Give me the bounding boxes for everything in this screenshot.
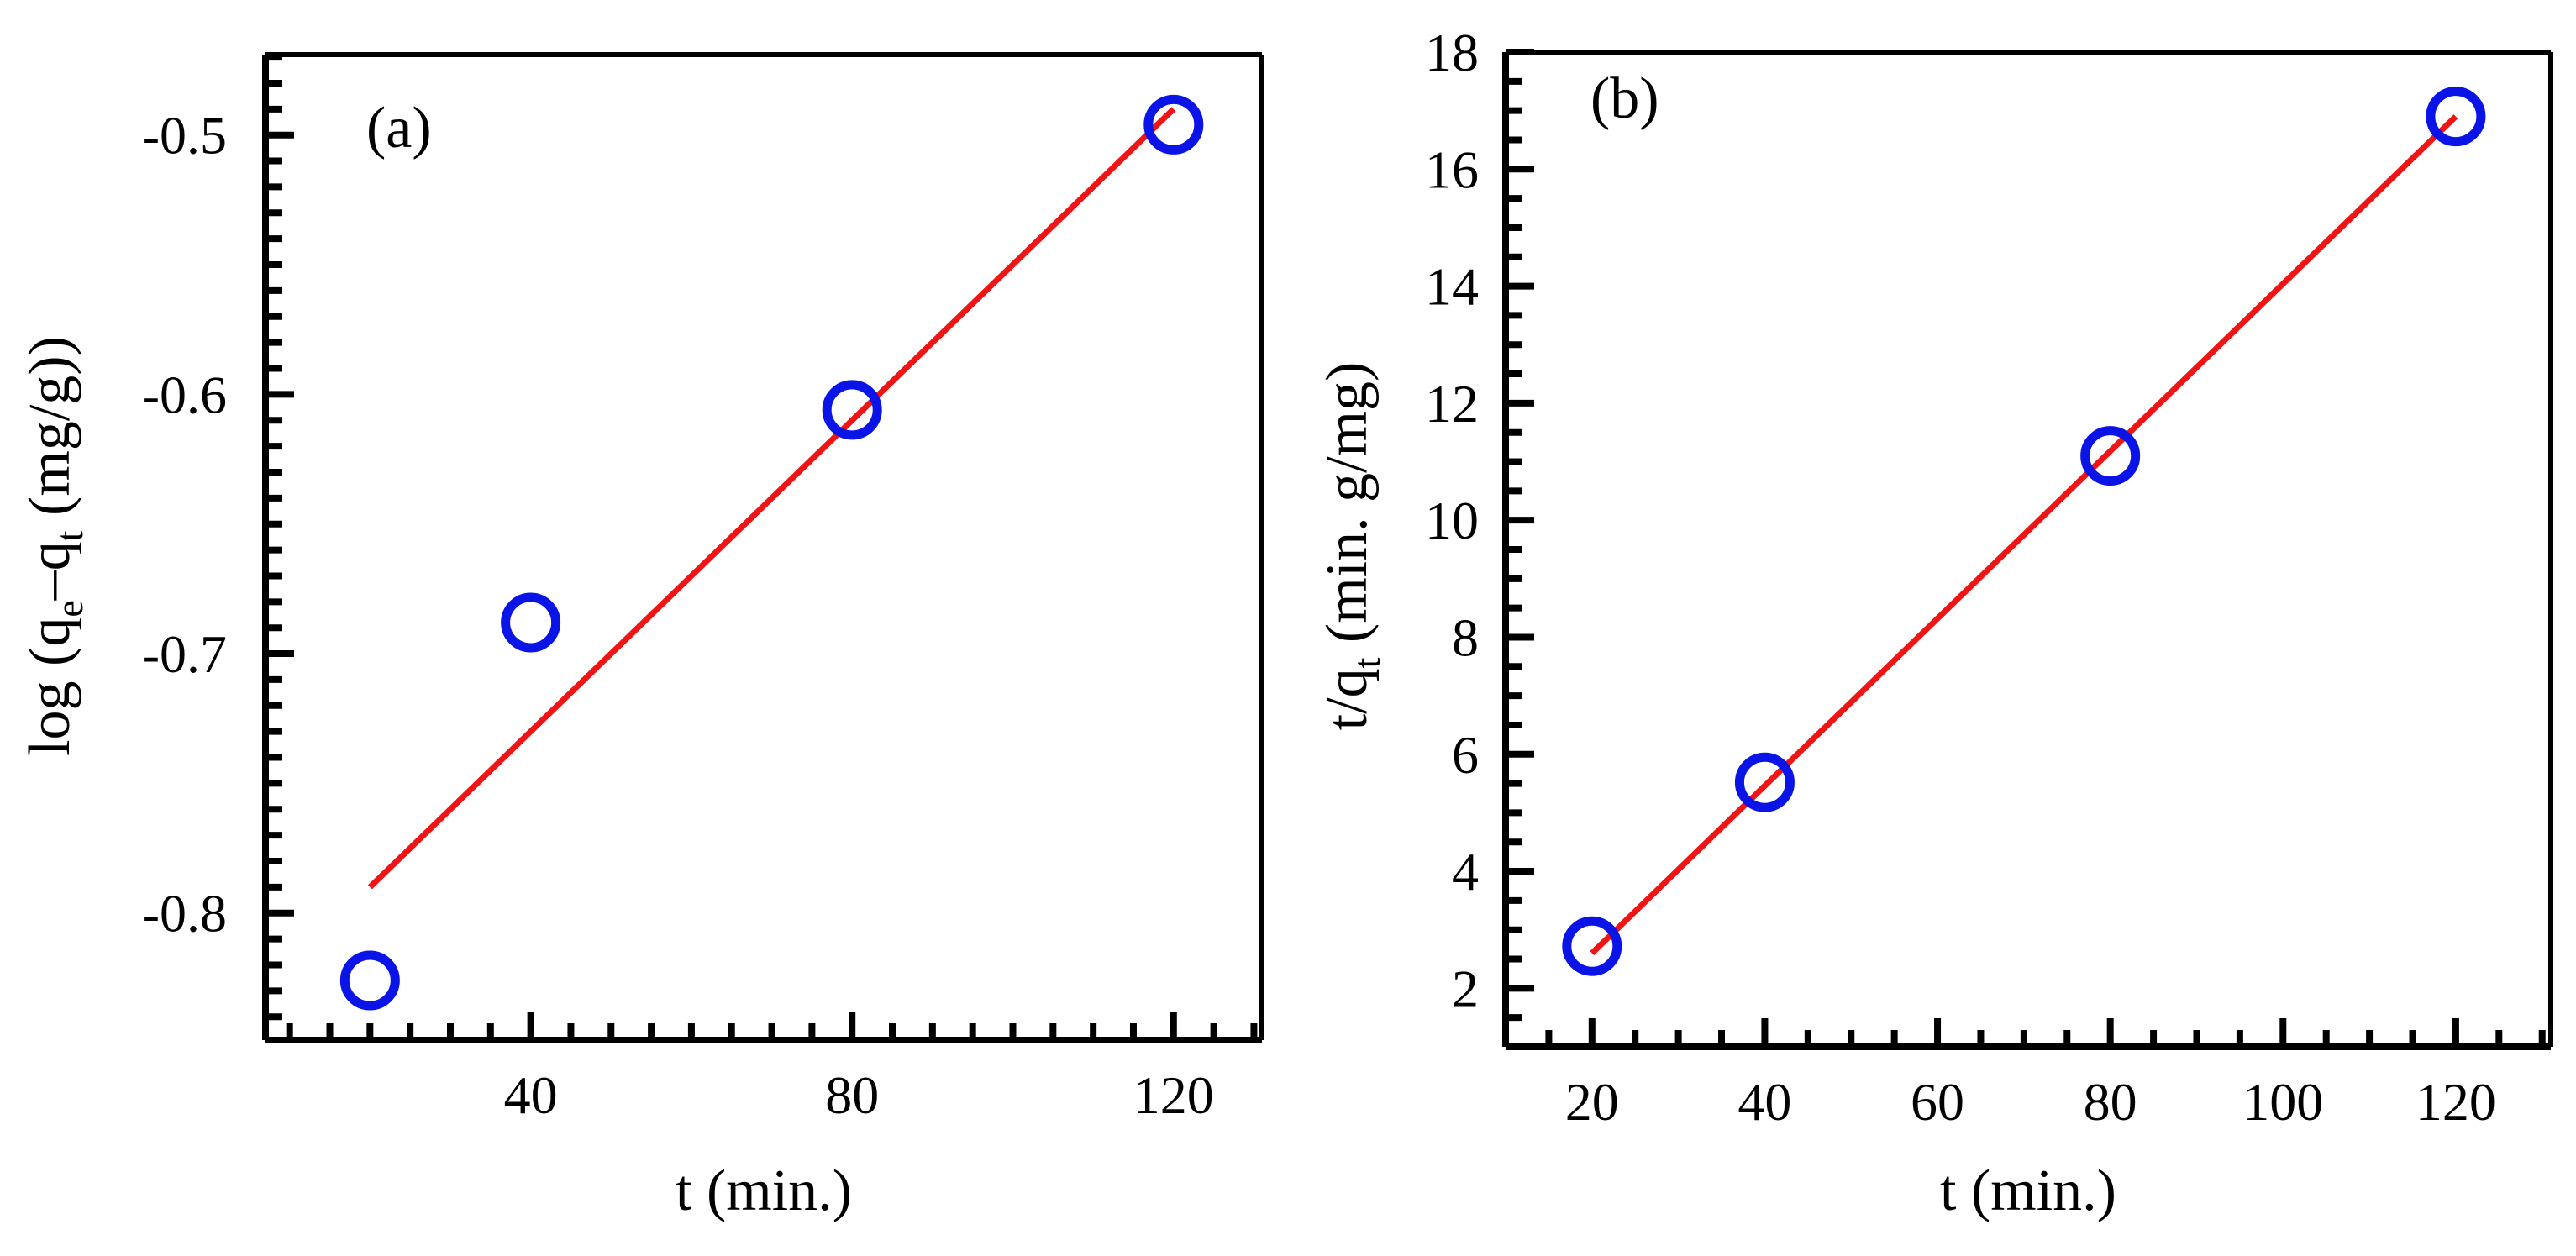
data-point [822, 380, 882, 440]
x-tick-label: 40 [504, 1065, 558, 1125]
y-tick-label: -0.5 [142, 106, 227, 166]
y-tick-label: 14 [1425, 257, 1479, 317]
chart-panel-a: 40 80 120 -0.5 -0.6 -0.7 -0.8 t (min.) log (qe–q… [18, 52, 1264, 1223]
y-tick-label: 10 [1425, 491, 1479, 550]
y-tick-label: 8 [1452, 607, 1479, 667]
y-axis-label-part: (mg/g)) [18, 336, 82, 530]
y-tick-label: -0.7 [142, 624, 227, 684]
data-point [501, 592, 561, 653]
y-tick-label: 6 [1452, 725, 1479, 785]
y-axis-label-part: t/q [1315, 668, 1380, 730]
y-axis-label: log (qe–qt (mg/g)) [18, 336, 91, 756]
y-axis-label-part: (min. g/mg) [1315, 362, 1380, 658]
y-tick-label: 18 [1425, 23, 1479, 82]
fit-line [367, 107, 1176, 890]
x-tick-label: 80 [825, 1065, 879, 1125]
x-tick-label: 100 [2242, 1072, 2323, 1132]
y-axis-label-subscript: t [48, 530, 91, 541]
x-tick-label: 120 [1133, 1065, 1214, 1125]
x-tick-label: 40 [1737, 1072, 1791, 1132]
y-tick-label: -0.8 [142, 884, 227, 943]
y-axis-label-subscript: t [1345, 657, 1388, 668]
data-point [1143, 94, 1204, 155]
y-tick-label: 4 [1452, 842, 1479, 901]
data-point [1734, 752, 1795, 812]
y-axis-label-part: log (q [18, 617, 82, 756]
fit-line [1590, 114, 2458, 956]
x-tick-label: 20 [1565, 1072, 1619, 1132]
y-tick-label: -0.6 [142, 365, 227, 424]
x-tick-label: 80 [2084, 1072, 2137, 1132]
y-axis-label-part: –q [18, 541, 82, 601]
x-axis-label: t (min.) [1940, 1159, 2116, 1223]
x-tick-label: 60 [1911, 1072, 1964, 1132]
y-axis-label: t/qt (min. g/mg) [1315, 362, 1388, 731]
data-point [339, 950, 400, 1011]
y-tick-label: 16 [1425, 139, 1479, 199]
y-tick-label: 12 [1425, 374, 1479, 434]
data-point [2426, 87, 2486, 147]
data-point [2080, 426, 2141, 486]
data-point [1562, 916, 1622, 976]
chart-panel-b: 20 40 60 80 100 120 2 4 6 8 10 12 14 16 18 t (min.) t/qt… [1315, 23, 2553, 1223]
y-tick-label: 2 [1452, 959, 1479, 1018]
panel-label: (a) [366, 96, 432, 160]
y-axis-label-subscript: e [48, 600, 91, 617]
x-axis-label: t (min.) [676, 1159, 852, 1223]
panel-label: (b) [1590, 66, 1659, 131]
x-tick-label: 120 [2416, 1072, 2496, 1132]
